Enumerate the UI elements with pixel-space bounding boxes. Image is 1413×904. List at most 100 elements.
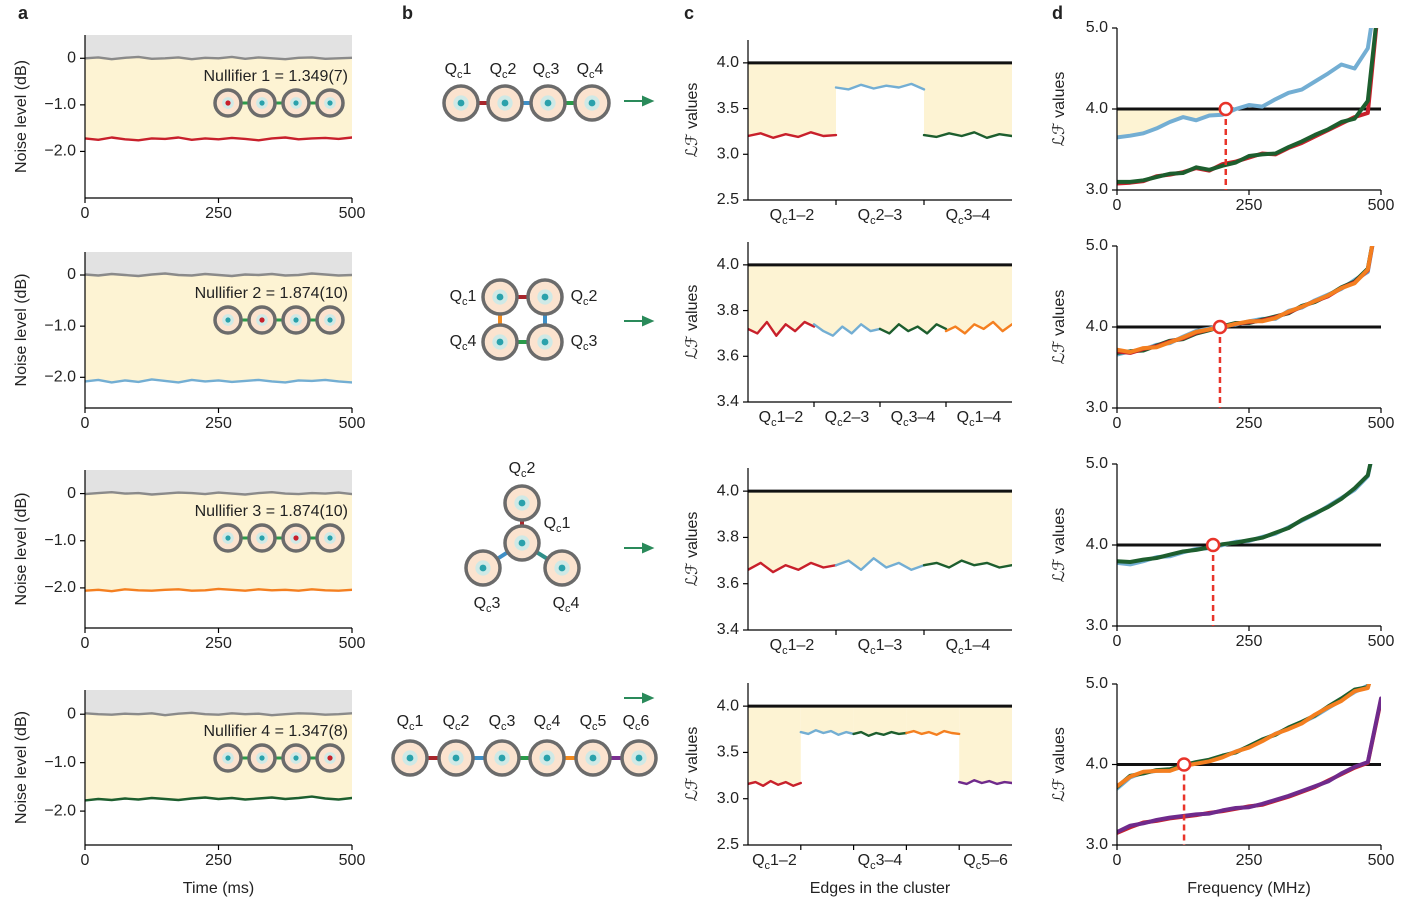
series-line xyxy=(905,729,961,736)
qubit-core xyxy=(635,754,643,762)
chart: 2.5 3.0 3.5 4.0 Qc1–2 Qc3–4 Qc5–6 ℒℱ values Edge… xyxy=(684,683,1012,897)
series-line xyxy=(85,491,352,496)
qubit-core xyxy=(293,535,299,541)
x-tick-label: 250 xyxy=(1236,197,1263,214)
chart: 3.0 4.0 5.0 0 250 500 ℒℱ values xyxy=(1051,19,1394,214)
threshold-shade xyxy=(814,264,880,336)
series-line xyxy=(85,378,352,384)
qubit-core xyxy=(589,754,597,762)
series-line xyxy=(748,561,838,574)
series-line xyxy=(1117,246,1375,355)
y-axis-title: Noise level (dB) xyxy=(13,60,30,173)
x-tick-label: 0 xyxy=(1113,852,1122,869)
qubit-label: Qc6 xyxy=(623,713,650,733)
y-tick-label: −2.0 xyxy=(44,369,76,386)
crossing-marker xyxy=(1218,101,1234,117)
y-tick-label: −1.0 xyxy=(44,96,76,113)
y-tick-label: 0 xyxy=(67,266,76,283)
series-line xyxy=(85,136,352,142)
x-axis-title: Time (ms) xyxy=(183,880,254,897)
qubit-label: Qc2 xyxy=(571,288,598,308)
qubit-core xyxy=(327,100,333,106)
qubit-core xyxy=(225,100,231,106)
y-axis-title: Noise level (dB) xyxy=(13,711,30,824)
qubit-core xyxy=(543,754,551,762)
qubit-core xyxy=(496,338,504,346)
y-tick-label: 4.0 xyxy=(717,482,739,499)
qubit-label: Qc1 xyxy=(450,288,477,308)
y-tick-label: −2.0 xyxy=(44,802,76,819)
x-tick-label: Qc1–2 xyxy=(759,409,804,429)
x-tick-label: Qc1–3 xyxy=(858,637,903,657)
qubit-label: Qc3 xyxy=(533,61,560,81)
y-tick-label: 4.0 xyxy=(1086,536,1108,553)
qubit-core xyxy=(259,100,265,106)
threshold-shade xyxy=(946,264,1012,334)
series-line xyxy=(85,587,352,593)
series-line xyxy=(1117,28,1378,184)
qubit-core xyxy=(588,99,596,107)
x-tick-label: 500 xyxy=(339,852,366,869)
series-line xyxy=(85,272,352,278)
chart: 3.0 4.0 5.0 0 250 500 ℒℱ values Frequency (MHz) xyxy=(1051,675,1394,897)
series-line xyxy=(85,795,352,802)
y-axis-title: Noise level (dB) xyxy=(13,274,30,387)
qubit-label: Qc1 xyxy=(397,713,424,733)
threshold-shade xyxy=(800,706,854,735)
top-shade xyxy=(85,35,352,60)
qubit-core xyxy=(457,99,465,107)
x-tick-label: 500 xyxy=(339,205,366,222)
arrow-head xyxy=(642,95,655,107)
series-line xyxy=(922,131,1012,139)
qubit-label: Qc1 xyxy=(445,61,472,81)
y-tick-label: 4.0 xyxy=(1086,756,1108,773)
y-tick-label: 5.0 xyxy=(1086,237,1108,254)
x-axis-title: Frequency (MHz) xyxy=(1187,880,1311,897)
y-tick-label: −2.0 xyxy=(44,143,76,160)
qubit-core xyxy=(541,338,549,346)
y-axis-title: ℒℱ values xyxy=(684,83,701,158)
chart: 0 −1.0 −2.0 0 250 500 Noise level (dB) Nullifie… xyxy=(13,252,365,432)
y-axis-title: ℒℱ values xyxy=(1051,72,1068,147)
crossing-marker xyxy=(1176,757,1192,772)
y-axis-title: ℒℱ values xyxy=(684,285,701,360)
series-line xyxy=(1117,684,1372,789)
arrow-head xyxy=(642,692,655,704)
y-tick-label: 3.0 xyxy=(1086,399,1108,416)
qubit-core xyxy=(225,755,231,761)
y-tick-label: 3.0 xyxy=(717,790,739,807)
x-tick-label: 250 xyxy=(205,415,232,432)
series-line xyxy=(85,711,352,717)
panel-label: c xyxy=(684,3,694,23)
y-tick-label: 3.0 xyxy=(717,146,739,163)
x-tick-label: Qc3–4 xyxy=(946,207,991,227)
threshold-shade xyxy=(853,706,907,736)
x-tick-label: Qc2–3 xyxy=(858,207,903,227)
threshold-shade xyxy=(748,706,801,786)
chart: 3.4 3.6 3.8 4.0 Qc1–2 Qc1–3 Qc1–4 ℒℱ values xyxy=(684,468,1012,657)
series-line xyxy=(834,557,926,571)
series-line xyxy=(878,323,948,335)
x-tick-label: 0 xyxy=(81,205,90,222)
x-tick-label: 250 xyxy=(1236,852,1263,869)
x-tick-label: 500 xyxy=(1368,633,1395,650)
threshold-shade xyxy=(836,62,924,90)
x-tick-label: 250 xyxy=(205,635,232,652)
annotation: Nullifier 4 = 1.347(8) xyxy=(203,723,348,740)
threshold-shade xyxy=(906,706,960,735)
y-tick-label: −1.0 xyxy=(44,317,76,334)
x-tick-label: 0 xyxy=(81,635,90,652)
crossing-marker xyxy=(1212,319,1228,335)
x-tick-label: Qc3–4 xyxy=(858,852,903,872)
y-tick-label: 3.5 xyxy=(717,100,739,117)
y-tick-label: 3.0 xyxy=(1086,836,1108,853)
y-axis-title: ℒℱ values xyxy=(1051,508,1068,583)
y-tick-label: 3.6 xyxy=(717,348,739,365)
y-axis-title: ℒℱ values xyxy=(684,727,701,802)
series-line xyxy=(1117,246,1375,355)
top-shade xyxy=(85,252,352,277)
y-tick-label: 2.5 xyxy=(717,836,739,853)
y-tick-label: 4.0 xyxy=(717,54,739,71)
qubit-core xyxy=(259,755,265,761)
